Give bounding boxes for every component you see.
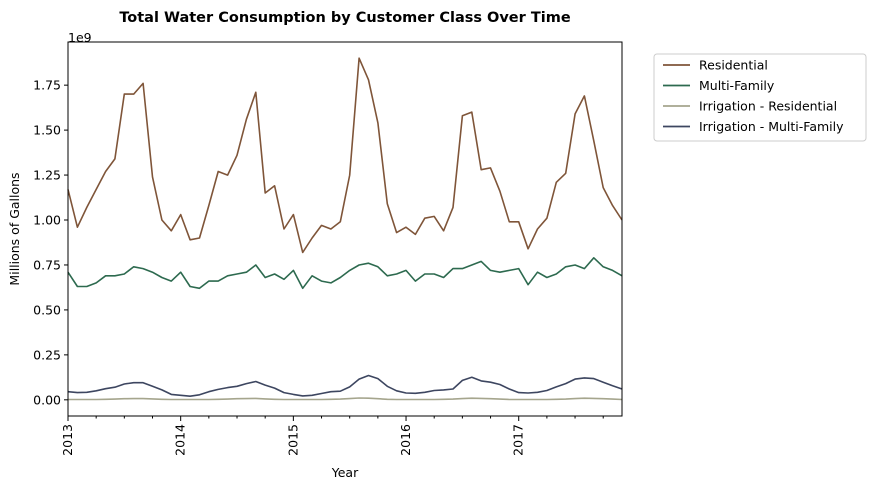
legend-label: Irrigation - Multi-Family: [699, 119, 844, 134]
legend-label: Multi-Family: [699, 78, 775, 93]
y-tick-label: 1.75: [33, 78, 61, 93]
y-tick-label: 1.50: [33, 123, 61, 138]
series-line-multi-family: [67, 256, 623, 290]
x-tick-label: 2014: [173, 424, 188, 456]
series-line-irrigation-multi-family: [67, 374, 623, 398]
y-tick-label: 0.25: [33, 347, 61, 362]
y-tick-label: 1.25: [33, 168, 61, 183]
x-tick-label: 2013: [60, 424, 75, 456]
y-tick-label: 1.00: [33, 213, 61, 228]
plot-frame: [67, 41, 623, 417]
legend-box: [653, 53, 867, 142]
legend-label: Irrigation - Residential: [699, 99, 837, 114]
y-offset-label: 1e9: [68, 30, 92, 45]
legend: Residential Multi-Family Irrigation - Resi…: [653, 53, 867, 142]
x-tick-label: 2015: [285, 424, 300, 456]
legend-label: Residential: [699, 58, 768, 73]
series-line-residential: [67, 57, 623, 254]
x-tick-label: 2016: [398, 424, 413, 456]
x-axis: 2013 2014 2015 2016 2017: [60, 416, 604, 456]
x-tick-label: 2017: [511, 424, 526, 456]
x-axis-label: Year: [331, 465, 359, 480]
y-tick-label: 0.75: [33, 257, 61, 272]
y-axis-label: Millions of Gallons: [7, 172, 22, 285]
series-lines: [67, 57, 623, 401]
y-tick-label: 0.00: [33, 392, 61, 407]
y-tick-label: 0.50: [33, 302, 61, 317]
y-axis: 0.00 0.25 0.50 0.75 1.00 1.25 1.50 1.75: [33, 78, 68, 407]
series-line-irrigation-residential: [68, 397, 623, 401]
chart-title: Total Water Consumption by Customer Clas…: [119, 10, 570, 26]
